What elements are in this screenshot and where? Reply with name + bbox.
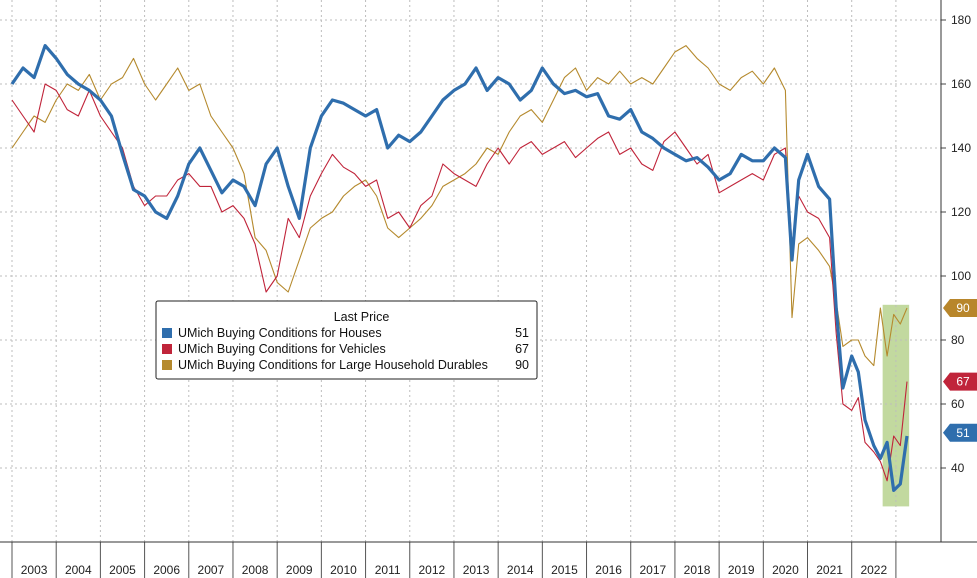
x-tick-label: 2019 [728, 563, 755, 577]
x-tick-label: 2022 [860, 563, 887, 577]
last-value-tag [943, 372, 977, 391]
legend-entry-value: 51 [515, 326, 529, 340]
x-tick-label: 2010 [330, 563, 357, 577]
legend-title: Last Price [334, 310, 390, 324]
legend-entry-label: UMich Buying Conditions for Vehicles [178, 342, 386, 356]
x-tick-label: 2020 [772, 563, 799, 577]
y-tick-label: 120 [951, 205, 971, 219]
last-value-tag-label: 67 [956, 375, 970, 389]
y-tick-label: 80 [951, 333, 965, 347]
x-tick-label: 2021 [816, 563, 843, 577]
x-tick-label: 2016 [595, 563, 622, 577]
series-line-0 [10, 43, 909, 492]
legend-swatch [162, 344, 172, 354]
y-tick-label: 40 [951, 461, 965, 475]
x-tick-label: 2005 [109, 563, 136, 577]
x-tick-label: 2006 [153, 563, 180, 577]
last-value-tag-label: 90 [956, 301, 970, 315]
x-tick-label: 2009 [286, 563, 313, 577]
y-tick-label: 180 [951, 13, 971, 27]
x-tick-label: 2003 [21, 563, 48, 577]
legend-swatch [162, 328, 172, 338]
legend-entry-label: UMich Buying Conditions for Houses [178, 326, 382, 340]
y-tick-label: 100 [951, 269, 971, 283]
y-tick-label: 140 [951, 141, 971, 155]
x-tick-label: 2007 [198, 563, 225, 577]
x-tick-label: 2015 [551, 563, 578, 577]
last-value-tag-label: 51 [956, 426, 970, 440]
x-tick-label: 2013 [463, 563, 490, 577]
last-value-tag [943, 423, 977, 442]
x-tick-label: 2004 [65, 563, 92, 577]
legend-swatch [162, 360, 172, 370]
legend-entry-label: UMich Buying Conditions for Large Househ… [178, 358, 488, 372]
x-tick-label: 2018 [684, 563, 711, 577]
y-tick-label: 60 [951, 397, 965, 411]
x-tick-label: 2017 [639, 563, 666, 577]
x-tick-label: 2011 [375, 563, 401, 577]
last-value-tag [943, 299, 977, 317]
y-tick-label: 160 [951, 77, 971, 91]
x-tick-label: 2012 [419, 563, 446, 577]
legend-box [155, 300, 538, 380]
legend-entry-value: 67 [515, 342, 529, 356]
legend-entry-value: 90 [515, 358, 529, 372]
x-tick-label: 2008 [242, 563, 269, 577]
x-tick-label: 2014 [507, 563, 534, 577]
series-line-2 [11, 45, 908, 367]
